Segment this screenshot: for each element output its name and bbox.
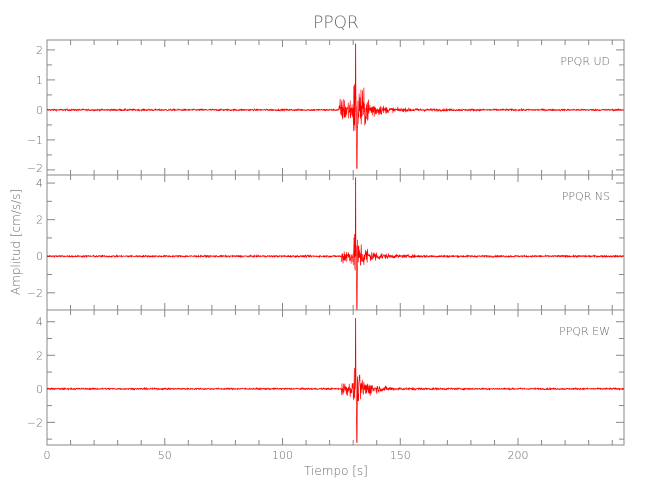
x-tick-label: 50 xyxy=(158,449,172,462)
panel-frame xyxy=(46,39,625,176)
y-tick-label: −2 xyxy=(27,162,43,175)
panel-frame xyxy=(46,309,625,446)
panel-label: PPQR EW xyxy=(559,325,610,338)
panel-ew: 4 2 0 −2 PPQR EW xyxy=(27,309,625,446)
y-tick-label: −2 xyxy=(27,416,43,429)
panel-frame xyxy=(46,174,625,311)
y-tick-label: 4 xyxy=(36,177,43,190)
y-tick-label: 2 xyxy=(36,349,43,362)
y-tick-label: −2 xyxy=(27,287,43,300)
y-tick-label: 0 xyxy=(36,104,43,117)
y-tick-label: 2 xyxy=(36,214,43,227)
x-tick-label: 150 xyxy=(390,449,411,462)
y-axis-label: Amplitud [cm/s/s] xyxy=(9,189,23,295)
y-tick-label: 2 xyxy=(36,44,43,57)
y-tick-label: 0 xyxy=(36,250,43,263)
panel-ns: 4 2 0 −2 PPQR NS xyxy=(27,174,625,311)
chart-title: PPQR xyxy=(313,13,359,33)
waveform-ns xyxy=(46,177,625,310)
y-tick-label: −1 xyxy=(27,134,43,147)
x-tick-label: 100 xyxy=(272,449,293,462)
x-axis-label: Tiempo [s] xyxy=(304,464,368,478)
x-tick-label: 200 xyxy=(508,449,529,462)
panel-label: PPQR NS xyxy=(562,190,610,203)
y-tick-label: 1 xyxy=(36,74,43,87)
waveform-ew xyxy=(46,318,625,443)
y-tick-label: 0 xyxy=(36,383,43,396)
x-tick-label: 0 xyxy=(44,449,51,462)
panel-ud: 2 1 0 −1 −2 PPQR UD xyxy=(27,39,625,176)
waveform-ud xyxy=(46,43,625,169)
panel-label: PPQR UD xyxy=(560,55,610,68)
y-tick-label: 4 xyxy=(36,316,43,329)
